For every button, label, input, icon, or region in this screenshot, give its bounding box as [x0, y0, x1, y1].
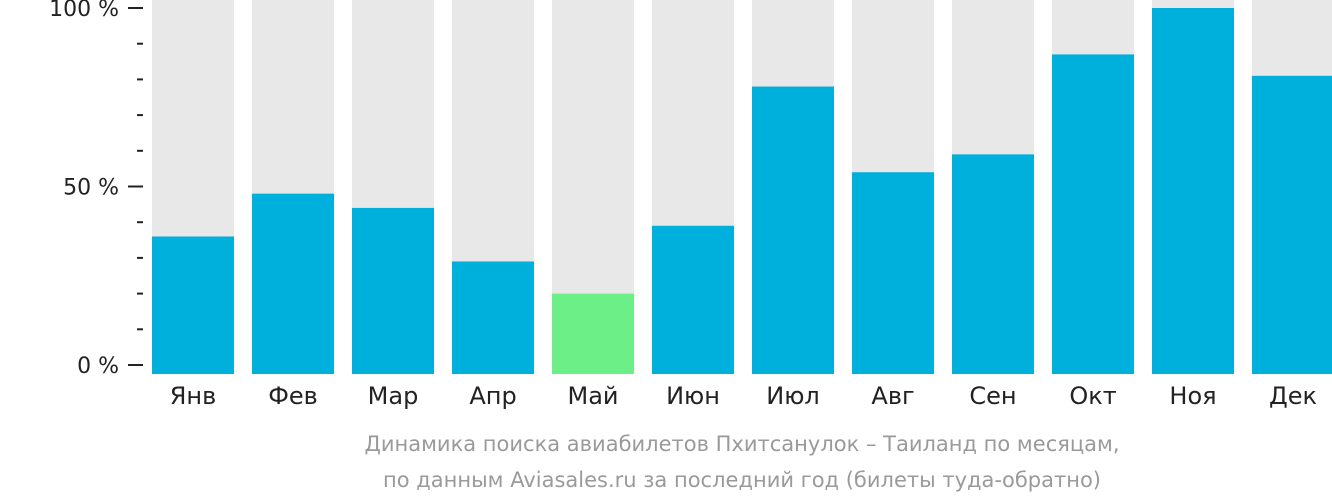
x-tick-label: Май: [567, 382, 618, 410]
y-tick-label: 50 %: [63, 176, 119, 201]
x-tick-label: Мар: [368, 382, 419, 410]
bar: [752, 86, 834, 374]
bar: [352, 207, 434, 374]
y-axis: 0 % 50 % 100 %: [49, 0, 143, 379]
caption-line-2: по данным Aviasales.ru за последний год …: [383, 468, 1101, 492]
bar: [152, 236, 234, 374]
bar: [652, 225, 734, 374]
x-tick-label: Июл: [766, 382, 820, 410]
bar: [1152, 8, 1234, 374]
x-axis-labels: Янв Фев Мар Апр Май Июн Июл Авг Сен Окт Ноя Дек: [170, 382, 1317, 410]
x-tick-label: Дек: [1269, 382, 1317, 410]
y-tick-label: 0 %: [77, 354, 119, 379]
x-tick-label: Апр: [469, 382, 516, 410]
bar: [1252, 75, 1332, 374]
x-tick-label: Авг: [871, 382, 914, 410]
x-tick-label: Сен: [969, 382, 1016, 410]
y-tick-label: 100 %: [49, 0, 119, 22]
bar: [852, 172, 934, 374]
x-tick-label: Окт: [1069, 382, 1116, 410]
x-tick-label: Фев: [268, 382, 318, 410]
caption-line-1: Динамика поиска авиабилетов Пхитсанулок …: [364, 432, 1119, 456]
bars-group: [152, 0, 1332, 374]
bar: [552, 293, 634, 374]
bar: [252, 193, 334, 374]
x-tick-label: Ноя: [1169, 382, 1216, 410]
bar: [952, 154, 1034, 374]
x-tick-label: Янв: [170, 382, 217, 410]
bar: [1052, 54, 1134, 374]
bar: [452, 261, 534, 374]
x-tick-label: Июн: [666, 382, 720, 410]
